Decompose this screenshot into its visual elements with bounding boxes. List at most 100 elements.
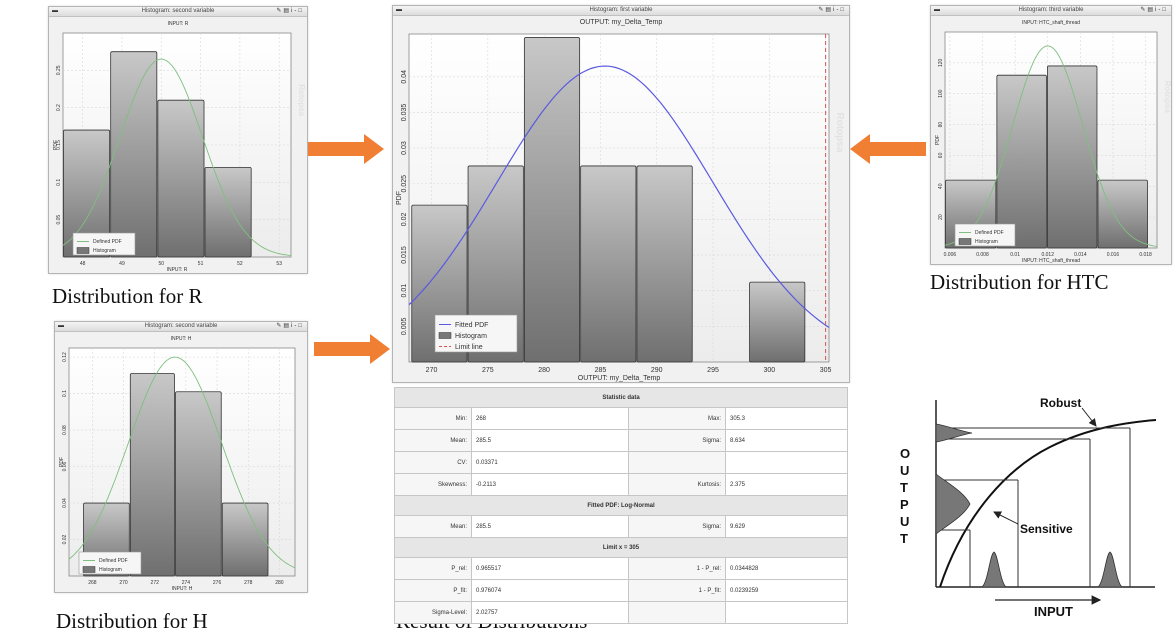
x-tick-label: 0.008: [976, 252, 989, 258]
y-tick-label: 120: [938, 58, 944, 67]
histogram-swatch-icon: [82, 566, 96, 573]
stat-value: 0.976074: [471, 579, 629, 602]
histogram-bar: [1047, 65, 1098, 249]
stat-value: -0.2113: [471, 473, 629, 496]
y-tick-label: 0.08: [62, 425, 68, 435]
table-row: P_rel: 0.965517 1 - P_rel: 0.0344828: [394, 557, 848, 580]
x-tick-label: 300: [763, 367, 775, 374]
histogram-bar: [129, 373, 175, 577]
stat-value: 285.5: [471, 429, 629, 452]
table-row: Sigma-Level: 2.02757: [394, 601, 848, 624]
y-tick-label: 0.015: [401, 246, 408, 264]
x-axis-label: INPUT: HTC_shaft_thread: [1022, 258, 1080, 264]
window-controls[interactable]: ✎▤i-□: [818, 7, 846, 13]
window-controls[interactable]: ✎▤i-□: [1140, 7, 1168, 13]
y-axis-label: PDF: [935, 135, 941, 145]
histogram-bar: [221, 502, 269, 577]
watermark-text: Rotopsa: [297, 84, 306, 117]
stat-value: 0.0239259: [725, 579, 848, 602]
x-tick-label: 280: [275, 580, 284, 586]
legend-label: Limit line: [455, 344, 483, 351]
x-tick-label: 278: [244, 580, 253, 586]
sensitive-label: Sensitive: [1020, 522, 1073, 536]
x-tick-label: 51: [198, 261, 204, 267]
y-tick-label: 0.035: [401, 104, 408, 122]
x-tick-label: 268: [88, 580, 97, 586]
chart-subtitle: INPUT: R: [168, 21, 189, 27]
pdf-curve: [408, 65, 830, 328]
x-tick-label: 0.014: [1074, 252, 1087, 258]
stat-value: 305.3: [725, 407, 848, 430]
output-axis-letter: P: [900, 497, 909, 512]
y-tick-label: 80: [938, 122, 944, 128]
x-tick-label: 305: [820, 367, 832, 374]
stat-value: 0.965517: [471, 557, 629, 580]
window-title: Histogram: third variable: [1018, 7, 1084, 13]
x-tick-label: 290: [651, 367, 663, 374]
window-menu-icon[interactable]: ▬: [396, 7, 402, 13]
y-tick-label: 0.06: [62, 461, 68, 471]
histogram-bar: [580, 165, 637, 363]
stat-value: 9.629: [725, 515, 848, 538]
y-tick-label: 0.15: [56, 140, 62, 150]
window-menu-icon[interactable]: ▬: [58, 323, 64, 329]
stat-label: 1 - P_fit:: [628, 579, 726, 602]
stat-label: P_fit:: [394, 579, 472, 602]
x-tick-label: 0.018: [1139, 252, 1152, 258]
histogram-bar: [63, 129, 111, 258]
stat-label: Mean:: [394, 429, 472, 452]
stat-value: 0.03371: [471, 451, 629, 474]
histogram-window-h: ▬ Histogram: second variable ✎▤i-□ INPUT…: [54, 321, 308, 593]
stat-value: 2.02757: [471, 601, 629, 624]
robust-label: Robust: [1040, 396, 1082, 410]
histogram-bar: [157, 99, 205, 258]
output-axis-letter: U: [900, 514, 910, 529]
x-tick-label: 52: [237, 261, 243, 267]
legend-label: Fitted PDF: [455, 322, 488, 329]
x-tick-label: 285: [595, 367, 607, 374]
chart-subtitle: OUTPUT: my_Delta_Temp: [580, 19, 663, 26]
output-distribution-robust: [935, 423, 973, 443]
x-tick-label: 53: [276, 261, 282, 267]
histogram-bar: [467, 165, 524, 363]
input-axis-label: INPUT: [1034, 604, 1073, 619]
stat-label: Skewness:: [394, 473, 472, 496]
pdf-curve: [944, 45, 1158, 247]
stat-value: [725, 451, 848, 474]
window-menu-icon[interactable]: ▬: [52, 8, 58, 14]
arrow-left-icon: [850, 134, 926, 164]
y-tick-label: 0.02: [62, 534, 68, 544]
output-axis-letter: U: [900, 463, 910, 478]
legend-label: Defined PDF: [975, 230, 1004, 236]
input-distribution-sensitive: [980, 551, 1008, 588]
x-tick-label: 275: [482, 367, 494, 374]
watermark-text: Rotopsa: [834, 112, 845, 152]
statistics-table: Statistic data Min: 268 Max: 305.3 Mean:…: [394, 387, 848, 624]
chart-r: INPUT: R 0.05 0.1 0.15 0.2 0.25 48 49 50 51 52 53 IN…: [53, 21, 306, 273]
y-tick-label: 0.03: [401, 141, 408, 155]
x-tick-label: 270: [119, 580, 128, 586]
y-tick-label: 0.02: [401, 212, 408, 226]
y-tick-label: 0.25: [56, 65, 62, 75]
output-distribution-sensitive: [935, 473, 971, 535]
x-tick-label: 0.01: [1010, 252, 1020, 258]
stat-value: 268: [471, 407, 629, 430]
histogram-window-htc: ▬ Histogram: third variable ✎▤i-□ INPUT:…: [930, 5, 1172, 265]
x-axis-label: INPUT: R: [167, 267, 188, 273]
stat-label: Kurtosis:: [628, 473, 726, 496]
x-tick-label: 0.006: [944, 252, 957, 258]
legend-label: Histogram: [99, 567, 122, 573]
y-tick-label: 0.1: [62, 390, 68, 397]
window-controls[interactable]: ✎▤i-□: [276, 323, 304, 329]
window-menu-icon[interactable]: ▬: [934, 7, 940, 13]
stat-label: Sigma-Level:: [394, 601, 472, 624]
pdf-curve: [68, 356, 296, 569]
robustness-diagram: [935, 400, 1157, 605]
stat-value: [725, 601, 848, 624]
stat-label: Mean:: [394, 515, 472, 538]
stat-value: 285.5: [471, 515, 629, 538]
y-axis-label: PDF: [59, 457, 65, 467]
pdf-curve: [62, 58, 292, 257]
window-controls[interactable]: ✎▤i-□: [276, 8, 304, 14]
legend-label: Histogram: [975, 239, 998, 245]
